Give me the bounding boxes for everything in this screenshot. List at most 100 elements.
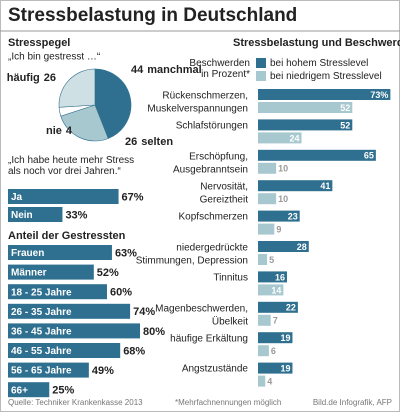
chart-title: „Ich habe heute mehr Stress als noch vor … <box>8 155 134 177</box>
bar <box>258 271 288 283</box>
footnote: *Mehrfachnennungen möglich <box>175 398 281 407</box>
legend-swatch <box>256 71 266 81</box>
value-label: 52 <box>340 120 350 130</box>
category-label: Schlafstörungen <box>176 121 248 132</box>
bar <box>8 284 107 300</box>
bar <box>258 132 302 144</box>
value-label: 22 <box>286 303 296 313</box>
value-label: 33% <box>65 209 87 221</box>
bar <box>258 149 376 161</box>
bar <box>258 314 271 326</box>
bar-label: Ja <box>11 192 23 203</box>
chart-subtitle: „Ich bin gestresst …“ <box>8 52 100 63</box>
bar <box>258 345 269 357</box>
value-label: 65 <box>364 151 374 161</box>
bar <box>258 180 333 192</box>
slice-label: 44 manchmal <box>131 64 202 76</box>
value-label: 73% <box>370 90 388 100</box>
bar <box>258 332 293 344</box>
value-label: 52% <box>97 267 119 279</box>
bar <box>258 193 277 205</box>
bar <box>8 323 140 339</box>
bar <box>8 207 63 222</box>
legend-label: bei hohem Stresslevel <box>270 58 368 69</box>
bar <box>258 162 277 174</box>
category-label: Angstzustände <box>182 364 249 375</box>
value-label: 14 <box>271 285 281 295</box>
value-label: 9 <box>276 224 281 234</box>
value-label: 10 <box>278 164 288 174</box>
legend-title: Beschwerden in Prozent* <box>189 58 250 80</box>
value-label: 74% <box>133 306 155 318</box>
value-label: 80% <box>143 326 165 338</box>
bar <box>258 210 300 222</box>
slice-value: 4 <box>66 125 73 137</box>
slice-value: 26 <box>44 72 56 84</box>
value-label: 49% <box>92 365 114 377</box>
bar <box>258 375 266 387</box>
bar-label: 36 - 45 Jahre <box>11 327 72 338</box>
page-title: Stressbelastung in Deutschland <box>8 5 297 26</box>
value-label: 19 <box>280 333 290 343</box>
slice-label: nie 4 <box>46 125 73 137</box>
bar <box>8 382 50 398</box>
bar-label: 46 - 55 Jahre <box>11 346 72 357</box>
value-label: 68% <box>123 345 145 357</box>
slice-name: häufig <box>7 72 40 84</box>
value-label: 7 <box>273 316 278 326</box>
category-label: Tinnitus <box>213 273 248 284</box>
value-label: 10 <box>278 194 288 204</box>
slice-value: 26 <box>125 136 137 148</box>
bar <box>258 362 293 374</box>
value-label: 60% <box>110 287 132 299</box>
pie-slice <box>60 104 109 142</box>
bar-label: 26 - 35 Jahre <box>11 307 72 318</box>
bar <box>258 301 298 313</box>
value-label: 5 <box>269 255 274 265</box>
chart-title: Stressbelastung und Beschwerden <box>233 37 400 49</box>
category-label: Nervosität, Gereiztheit <box>200 181 249 205</box>
bar-label: 18 - 25 Jahre <box>11 287 72 298</box>
value-label: 63% <box>115 247 137 259</box>
slice-name: selten <box>141 136 173 148</box>
category-label: Rückenschmerzen, Muskelverspannungen <box>147 90 248 114</box>
value-label: 4 <box>267 376 272 386</box>
bar <box>8 303 131 319</box>
chart-title: Anteil der Gestressten <box>8 230 126 242</box>
bar <box>8 189 119 204</box>
bar <box>8 245 112 260</box>
legend-swatch <box>256 58 266 68</box>
bar-label: Männer <box>11 268 47 279</box>
bar <box>8 343 121 358</box>
value-label: 16 <box>275 272 285 282</box>
slice-label: häufig 26 <box>7 72 56 84</box>
bar <box>8 362 89 378</box>
bar-label: 66+ <box>11 385 28 396</box>
value-label: 41 <box>320 181 330 191</box>
category-label: häufige Erkältung <box>170 333 248 344</box>
category-label: niedergedrückte Stimmungen, Depression <box>136 242 249 266</box>
bar <box>258 102 353 113</box>
bar-label: Frauen <box>11 248 44 259</box>
value-label: 67% <box>122 191 144 203</box>
value-label: 19 <box>280 363 290 373</box>
category-label: Magenbeschwerden, Übelkeit <box>155 303 248 327</box>
bar <box>258 119 353 131</box>
category-label: Kopfschmerzen <box>179 212 248 223</box>
bar <box>258 284 284 296</box>
credit: Bild.de Infografik, AFP <box>313 398 392 407</box>
slice-value: 44 <box>131 64 144 76</box>
pie-slice <box>58 68 96 108</box>
source: Quelle: Techniker Krankenkasse 2013 <box>8 398 143 407</box>
legend-label: bei niedrigem Stresslevel <box>270 71 382 82</box>
bar <box>8 264 94 280</box>
category-label: Erschöpfung, Ausgebranntsein <box>173 151 248 175</box>
bar <box>258 223 275 235</box>
value-label: 24 <box>290 133 300 143</box>
slice-label: 26 selten <box>125 136 173 148</box>
value-label: 52 <box>340 103 350 113</box>
bar <box>258 254 268 265</box>
bar-label: 56 - 65 Jahre <box>11 366 72 377</box>
value-label: 6 <box>271 346 276 356</box>
